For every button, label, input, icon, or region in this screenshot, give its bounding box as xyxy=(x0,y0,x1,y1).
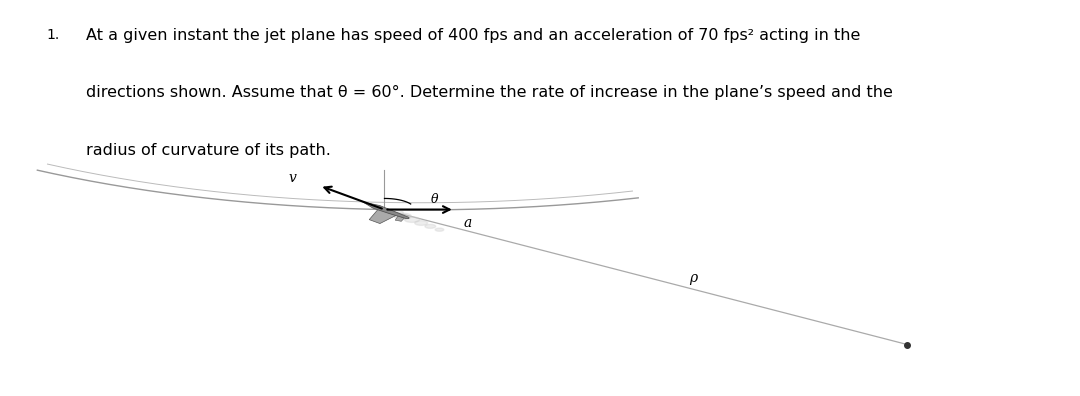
Text: radius of curvature of its path.: radius of curvature of its path. xyxy=(86,143,332,158)
Polygon shape xyxy=(395,216,404,221)
Text: θ: θ xyxy=(431,193,437,206)
Polygon shape xyxy=(369,209,396,224)
Text: 1.: 1. xyxy=(46,28,59,42)
Circle shape xyxy=(424,225,435,228)
Circle shape xyxy=(404,217,419,223)
Text: directions shown. Assume that θ = 60°. Determine the rate of increase in the pla: directions shown. Assume that θ = 60°. D… xyxy=(86,85,893,100)
Polygon shape xyxy=(362,201,409,219)
Circle shape xyxy=(383,209,403,217)
Text: At a given instant the jet plane has speed of 400 fps and an acceleration of 70 : At a given instant the jet plane has spe… xyxy=(86,28,861,43)
Circle shape xyxy=(415,221,428,225)
Circle shape xyxy=(435,228,444,231)
Text: a: a xyxy=(463,216,472,230)
Text: ρ: ρ xyxy=(689,271,698,285)
Circle shape xyxy=(394,213,411,219)
Text: v: v xyxy=(288,171,297,185)
